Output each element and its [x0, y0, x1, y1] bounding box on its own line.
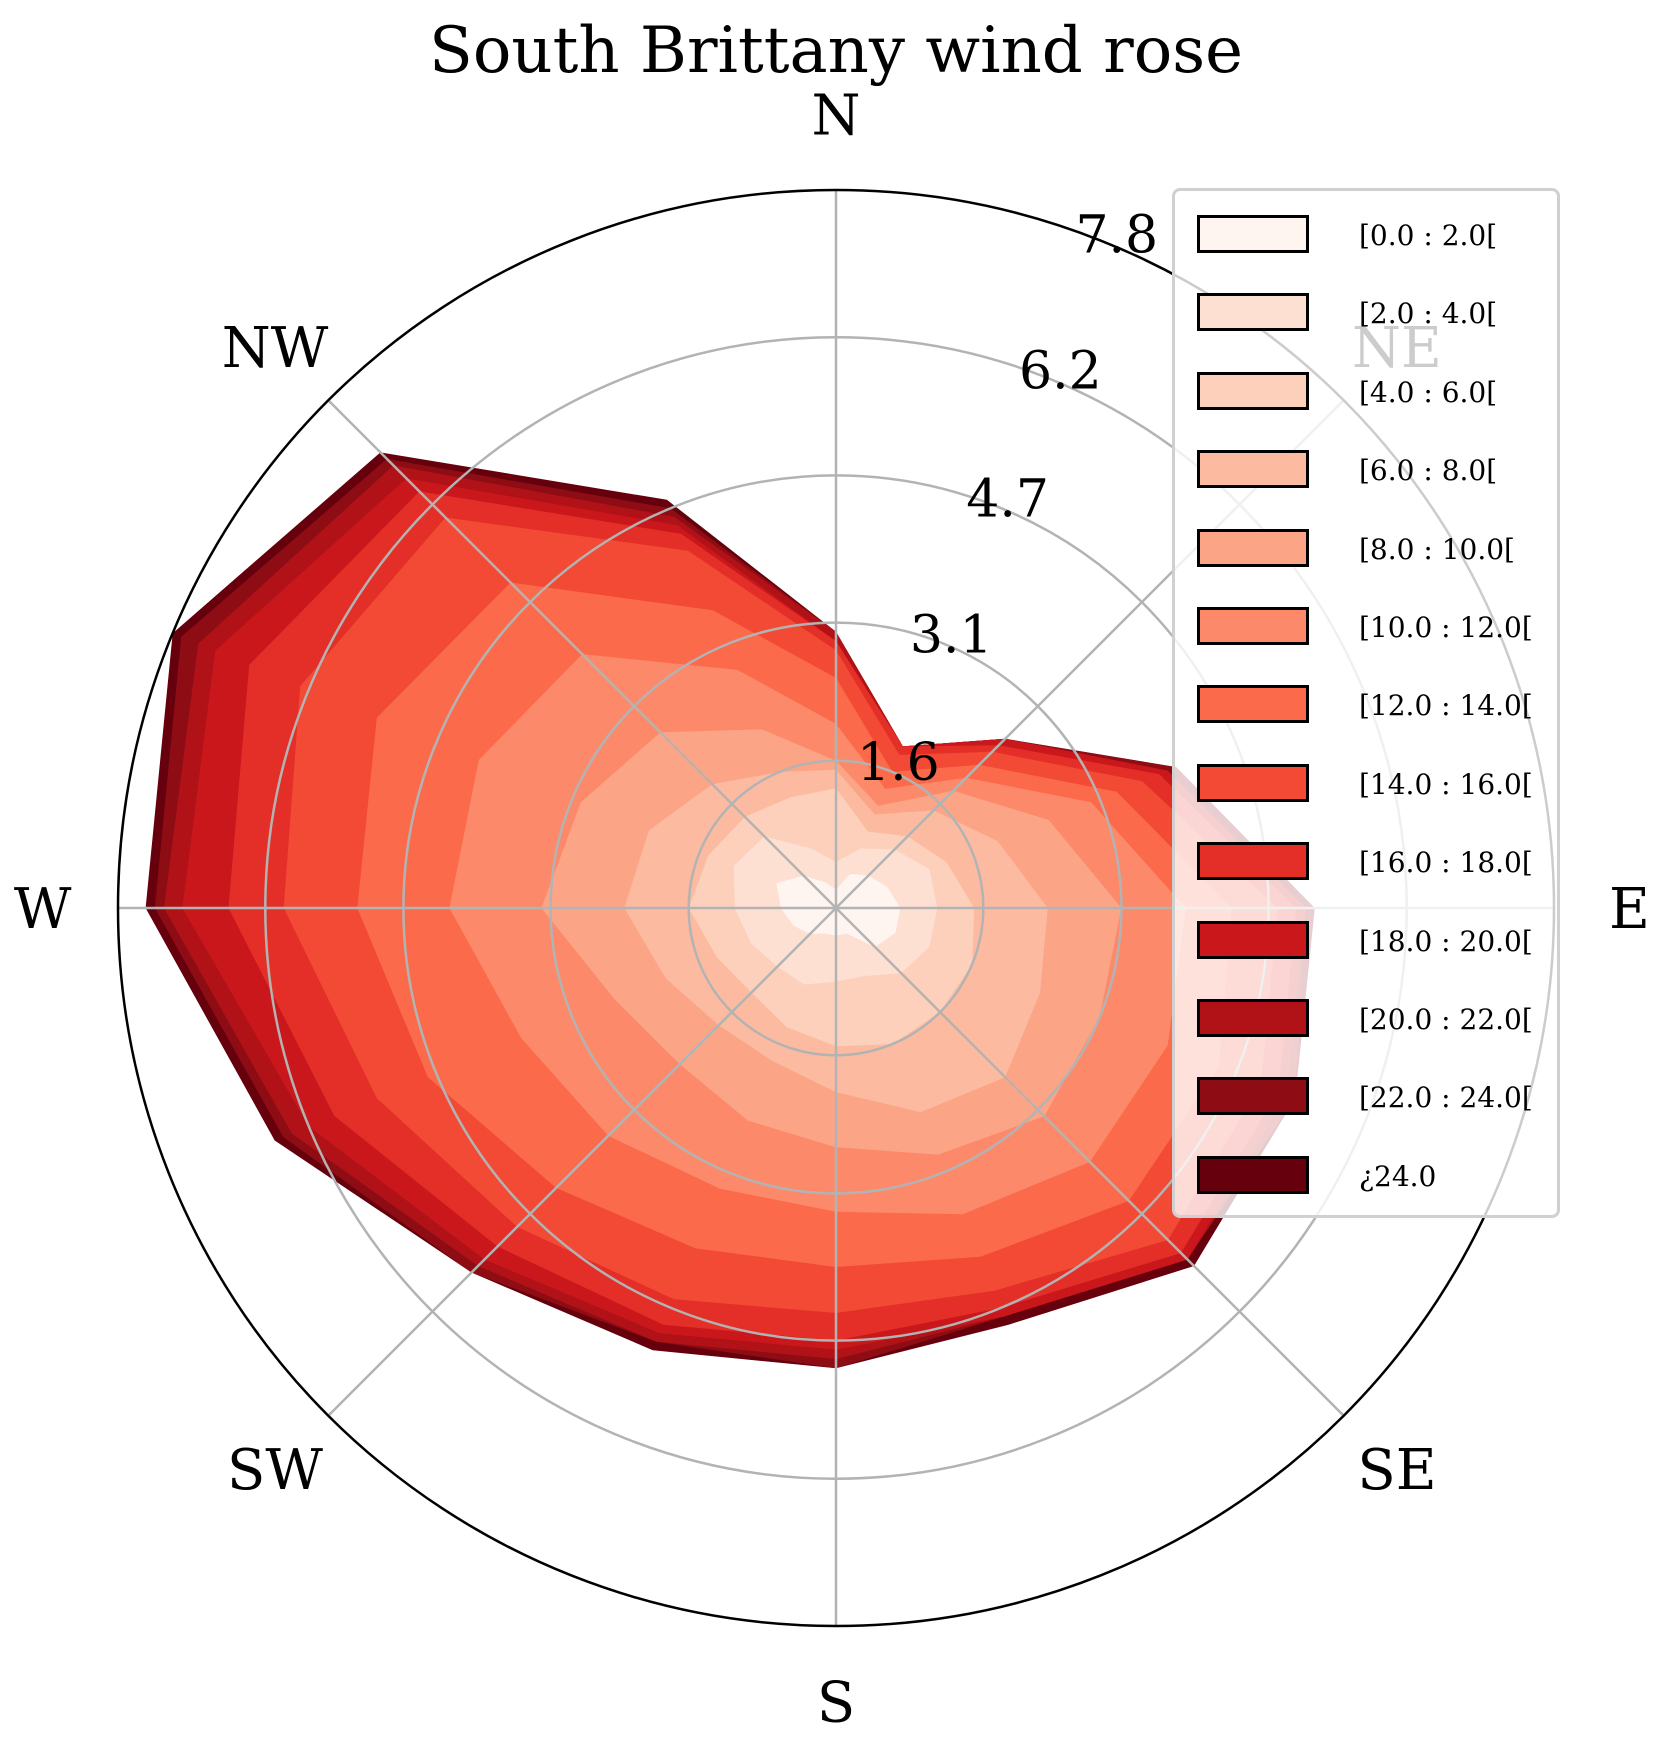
legend-item: [6.0 : 8.0[ [1197, 450, 1557, 494]
legend-label: [20.0 : 22.0[ [1359, 1003, 1533, 1036]
legend-swatch [1197, 215, 1309, 253]
grid-spoke-sw [327, 907, 837, 1417]
legend-label: [0.0 : 2.0[ [1359, 219, 1498, 252]
legend-item: [14.0 : 16.0[ [1197, 763, 1557, 808]
legend-swatch [1197, 607, 1309, 645]
legend-swatch [1197, 450, 1309, 489]
legend-label: [16.0 : 18.0[ [1359, 846, 1533, 880]
legend-label: [22.0 : 24.0[ [1359, 1081, 1533, 1115]
bin-areas [145, 452, 1315, 1369]
legend-swatch [1197, 1155, 1309, 1194]
legend-swatch [1197, 763, 1309, 802]
legend-label: [18.0 : 20.0[ [1359, 924, 1533, 958]
legend-item: [8.0 : 10.0[ [1197, 528, 1557, 573]
legend-swatch [1197, 371, 1309, 410]
legend-label: [12.0 : 14.0[ [1359, 689, 1533, 723]
legend-swatch [1197, 999, 1309, 1037]
grid-spoke-nw [327, 399, 837, 909]
direction-label-sw: SW [227, 1438, 323, 1503]
grid-spoke-se [835, 907, 1345, 1417]
direction-label-nw: NW [222, 316, 329, 381]
legend-swatch [1197, 293, 1309, 332]
legend-item: [10.0 : 12.0[ [1197, 607, 1557, 651]
legend-item: [16.0 : 18.0[ [1197, 842, 1557, 886]
radial-tick-label: 1.6 [857, 733, 940, 793]
legend: [0.0 : 2.0[ [2.0 : 4.0[ [4.0 : 6.0[ [6.0 : … [1172, 188, 1560, 1218]
direction-label-n: N [812, 84, 861, 149]
legend-label: [6.0 : 8.0[ [1359, 454, 1498, 488]
legend-item: [12.0 : 14.0[ [1197, 685, 1557, 729]
radial-tick-label: 7.8 [1075, 206, 1158, 266]
legend-swatch [1197, 920, 1309, 959]
legend-swatch [1197, 1077, 1309, 1116]
radial-tick-label: 3.1 [910, 605, 993, 665]
legend-label: [2.0 : 4.0[ [1359, 297, 1498, 331]
radial-tick-label: 4.7 [966, 469, 1049, 529]
legend-item: [18.0 : 20.0[ [1197, 920, 1557, 965]
legend-swatch [1197, 528, 1309, 567]
legend-swatch [1197, 685, 1309, 724]
chart-title: South Brittany wind rose [429, 14, 1243, 88]
legend-item: [4.0 : 6.0[ [1197, 371, 1557, 416]
legend-label: ¿24.0 [1359, 1159, 1437, 1193]
legend-label: [10.0 : 12.0[ [1359, 611, 1533, 644]
legend-item: [20.0 : 22.0[ [1197, 999, 1557, 1043]
legend-item: [22.0 : 24.0[ [1197, 1077, 1557, 1121]
legend-item: ¿24.0 [1197, 1155, 1557, 1200]
legend-swatch [1197, 842, 1309, 881]
radial-tick-label: 6.2 [1019, 342, 1102, 402]
legend-label: [4.0 : 6.0[ [1359, 375, 1498, 409]
legend-label: [8.0 : 10.0[ [1359, 532, 1515, 566]
legend-item: [0.0 : 2.0[ [1197, 215, 1557, 259]
direction-label-e: E [1609, 877, 1650, 942]
direction-label-s: S [817, 1670, 855, 1735]
direction-label-se: SE [1357, 1438, 1436, 1503]
legend-label: [14.0 : 16.0[ [1359, 767, 1533, 801]
direction-label-w: W [14, 877, 72, 942]
legend-item: [2.0 : 4.0[ [1197, 293, 1557, 337]
